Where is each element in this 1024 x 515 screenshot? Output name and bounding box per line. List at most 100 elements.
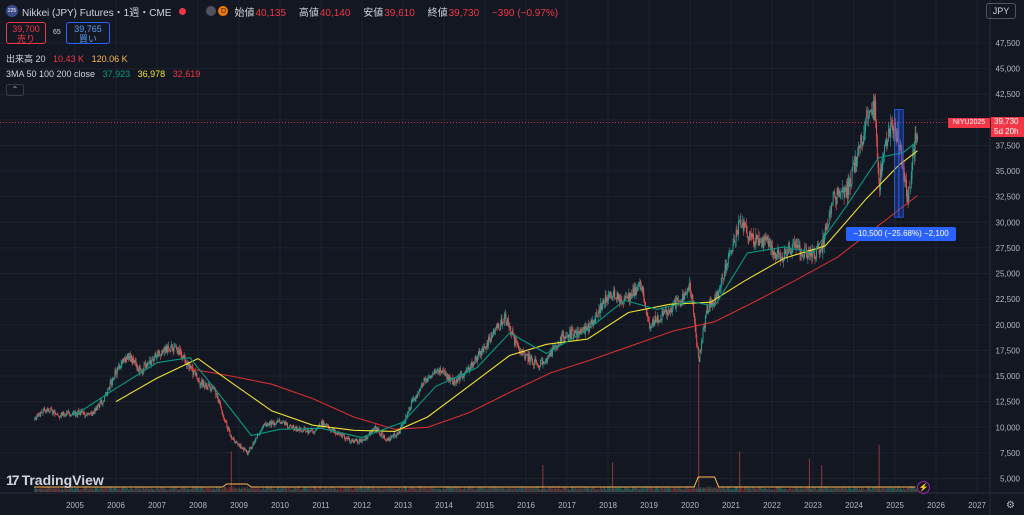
- volume-bar: [589, 488, 590, 492]
- sell-button[interactable]: 39,700 売り: [6, 22, 46, 44]
- candle-body: [630, 292, 632, 297]
- volume-bar: [145, 489, 147, 492]
- candle-body: [399, 429, 401, 434]
- volume-bar: [108, 486, 110, 492]
- volume-bar: [43, 486, 45, 492]
- currency-selector[interactable]: JPY: [986, 3, 1016, 19]
- volume-bar: [526, 487, 527, 492]
- volume-bar: [366, 486, 368, 492]
- volume-bar: [369, 489, 371, 492]
- y-tick-label: 17,500: [996, 346, 1021, 355]
- volume-bar: [245, 486, 247, 492]
- volume-bar: [760, 487, 762, 492]
- volume-bar: [159, 487, 161, 492]
- candle-body: [206, 388, 208, 390]
- candle-body: [115, 370, 117, 373]
- volume-bar: [267, 486, 269, 492]
- volume-bar: [122, 488, 124, 492]
- volume-bar: [147, 486, 149, 492]
- collapse-legend-button[interactable]: ⌃: [6, 84, 24, 96]
- tradingview-logo[interactable]: 17 TradingView: [6, 472, 104, 488]
- candle-body: [873, 101, 875, 121]
- candle-body: [747, 236, 749, 238]
- candle-body: [414, 398, 416, 401]
- volume-bar: [521, 487, 523, 492]
- volume-bar: [708, 487, 710, 492]
- candle-body: [439, 368, 441, 374]
- volume-bar: [214, 488, 216, 492]
- volume-bar: [887, 486, 889, 492]
- ma-indicator-legend[interactable]: 3MA 50 100 200 close 37,923 36,978 32,61…: [6, 69, 205, 79]
- candle-body: [647, 315, 649, 322]
- volume-bar: [707, 488, 709, 492]
- candle-body: [276, 421, 277, 424]
- volume-bar: [615, 488, 617, 492]
- volume-bar: [177, 489, 179, 492]
- volume-bar: [92, 487, 94, 492]
- candle-body: [905, 179, 907, 182]
- volume-bar: [416, 489, 418, 492]
- volume-bar: [858, 486, 860, 492]
- volume-bar: [458, 487, 460, 492]
- candle-body: [790, 250, 792, 254]
- candle-body: [409, 407, 411, 410]
- measure-tool-label[interactable]: −10,500 (−25.68%) −2,100: [846, 227, 956, 241]
- volume-bar: [402, 487, 404, 492]
- candle-body: [609, 292, 611, 293]
- candle-body: [885, 139, 887, 146]
- candle-body: [369, 431, 371, 435]
- candle-body: [63, 415, 65, 416]
- candle-body: [247, 451, 249, 455]
- volume-bar: [868, 488, 870, 492]
- volume-bar: [461, 488, 463, 492]
- candle-body: [34, 418, 35, 420]
- candle-body: [321, 420, 323, 426]
- volume-bar: [371, 486, 373, 492]
- candle-body: [746, 232, 748, 237]
- candle-body: [821, 245, 823, 253]
- gear-icon[interactable]: ⚙: [1006, 500, 1015, 511]
- volume-bar: [568, 489, 570, 492]
- candle-body: [102, 401, 104, 405]
- buy-button[interactable]: 39,765 買い: [66, 22, 110, 44]
- candle-body: [89, 413, 91, 414]
- volume-spike-bar: [739, 451, 741, 492]
- volume-bar: [891, 486, 892, 492]
- candle-body: [60, 412, 62, 418]
- volume-bar: [613, 486, 615, 492]
- volume-bar: [455, 486, 457, 492]
- volume-bar: [332, 489, 333, 492]
- volume-bar: [503, 488, 505, 492]
- candle-body: [889, 128, 891, 138]
- lightning-icon[interactable]: ⚡: [917, 481, 930, 494]
- volume-bar: [257, 486, 259, 492]
- candle-body: [38, 414, 40, 416]
- volume-indicator-legend[interactable]: 出来高 20 10.43 K 120.06 K: [6, 52, 133, 65]
- candle-body: [502, 322, 504, 325]
- candle-body: [842, 187, 844, 189]
- y-tick-label: 35,000: [996, 167, 1021, 176]
- candle-body: [673, 301, 675, 305]
- candle-body: [648, 321, 650, 322]
- candle-body: [116, 372, 117, 375]
- volume-bar: [837, 487, 839, 492]
- candle-body: [358, 439, 360, 444]
- candle-body: [667, 311, 669, 313]
- y-tick-label: 22,500: [996, 295, 1021, 304]
- volume-bar: [485, 488, 486, 492]
- candle-body: [693, 313, 695, 319]
- volume-value: 10.43 K: [53, 54, 85, 64]
- candle-body: [538, 365, 540, 367]
- volume-bar: [306, 486, 307, 492]
- visibility-toggle[interactable]: D: [206, 6, 229, 16]
- volume-bar: [731, 488, 733, 492]
- volume-bar: [321, 489, 323, 492]
- volume-bar: [34, 488, 35, 492]
- candle-body: [426, 379, 428, 381]
- volume-bar: [534, 487, 536, 492]
- candle-body: [216, 393, 218, 395]
- symbol-title[interactable]: Nikkei (JPY) Futures・1週・CME: [22, 7, 172, 19]
- volume-bar: [194, 487, 195, 492]
- candle-body: [531, 356, 533, 362]
